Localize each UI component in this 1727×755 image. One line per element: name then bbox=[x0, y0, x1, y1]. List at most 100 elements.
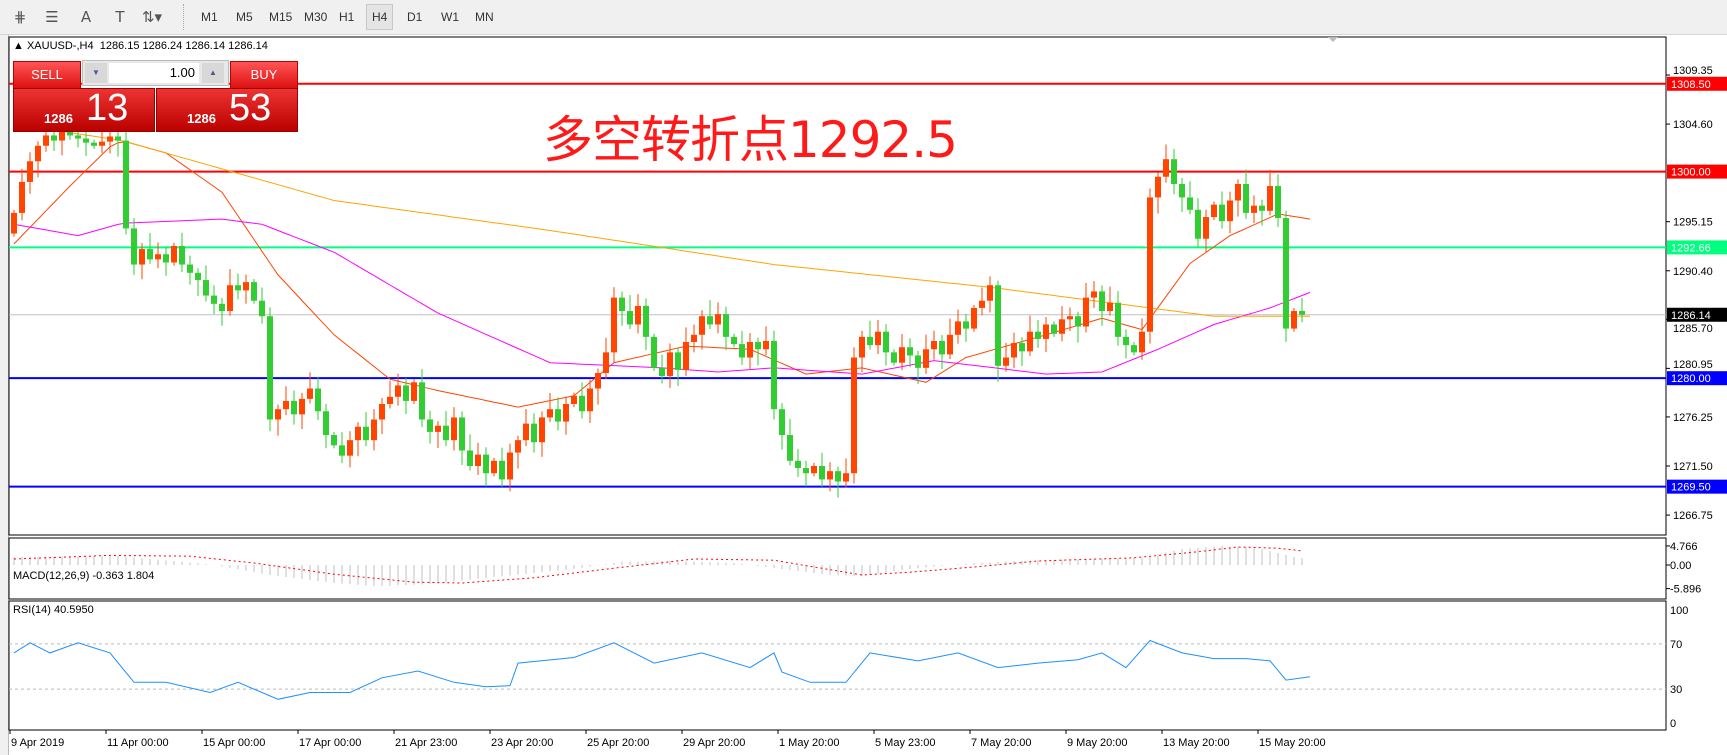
bear-candle bbox=[731, 336, 737, 345]
bear-candle bbox=[867, 336, 873, 346]
bull-candle bbox=[691, 334, 697, 343]
bull-candle bbox=[587, 388, 593, 412]
bear-candle bbox=[291, 400, 297, 415]
price-tick-label: 1295.15 bbox=[1673, 217, 1713, 229]
bull-candle bbox=[99, 141, 105, 146]
macd-signal-line bbox=[13, 546, 1303, 584]
bull-candle bbox=[859, 336, 865, 358]
text-label-icon[interactable]: A bbox=[80, 8, 92, 26]
lot-input[interactable]: 1.00 bbox=[109, 63, 199, 83]
bear-candle bbox=[1019, 343, 1025, 352]
timeframe-mn[interactable]: MN bbox=[475, 10, 494, 24]
time-tick-label: 5 May 23:00 bbox=[875, 737, 936, 749]
time-tick-label: 15 May 20:00 bbox=[1259, 737, 1326, 749]
bull-candle bbox=[11, 212, 17, 234]
bull-candle bbox=[1003, 357, 1009, 366]
timeframe-m30[interactable]: M30 bbox=[304, 10, 328, 24]
bull-candle bbox=[547, 409, 553, 418]
bull-candle bbox=[227, 285, 233, 312]
timeframe-m5[interactable]: M5 bbox=[236, 10, 253, 24]
time-tick-label: 15 Apr 00:00 bbox=[203, 737, 265, 749]
chart-shift-marker bbox=[1328, 37, 1338, 42]
bear-candle bbox=[883, 331, 889, 353]
bear-candle bbox=[467, 450, 473, 466]
bull-candle bbox=[347, 440, 353, 456]
bull-candle bbox=[1091, 291, 1097, 298]
rsi-tick-label: 70 bbox=[1670, 639, 1682, 651]
bear-candle bbox=[419, 382, 425, 420]
bull-candle bbox=[395, 385, 401, 397]
bull-candle bbox=[843, 473, 849, 482]
time-tick-label: 1 May 20:00 bbox=[779, 737, 840, 749]
macd-label: MACD(12,26,9) -0.363 1.804 bbox=[13, 570, 155, 582]
bear-candle bbox=[723, 314, 729, 337]
bear-candle bbox=[771, 340, 777, 410]
fibonacci-retracement-icon[interactable]: ☰ bbox=[45, 8, 59, 26]
lot-stepper[interactable]: ▼ 1.00 ▲ bbox=[82, 60, 229, 86]
resistance-price-label: 1308.50 bbox=[1671, 79, 1711, 91]
timeframe-m15[interactable]: M15 bbox=[269, 10, 293, 24]
buy-price-box[interactable]: 1286 53 bbox=[156, 87, 298, 132]
bear-candle bbox=[787, 435, 793, 461]
timeframe-h4[interactable]: H4 bbox=[366, 4, 394, 30]
arrows-dropdown-icon[interactable]: ⇅▾ bbox=[141, 8, 163, 26]
bear-candle bbox=[187, 264, 193, 273]
bear-candle bbox=[643, 305, 649, 337]
bull-candle bbox=[411, 382, 417, 401]
bull-candle bbox=[1235, 183, 1241, 201]
sell-price-box[interactable]: 1286 13 bbox=[13, 87, 155, 132]
bull-candle bbox=[1251, 205, 1257, 213]
bull-candle bbox=[611, 297, 617, 353]
bear-candle bbox=[403, 385, 409, 401]
text-box-icon[interactable]: T bbox=[115, 8, 125, 26]
bull-candle bbox=[715, 314, 721, 325]
bear-candle bbox=[1195, 209, 1201, 239]
bear-candle bbox=[907, 347, 913, 356]
bear-candle bbox=[779, 409, 785, 436]
bear-candle bbox=[1219, 204, 1225, 222]
bear-candle bbox=[579, 395, 585, 412]
rsi-tick-label: 0 bbox=[1670, 718, 1676, 730]
bull-candle bbox=[1067, 316, 1073, 320]
buy-button[interactable]: BUY bbox=[230, 61, 298, 89]
timeframe-m1[interactable]: M1 bbox=[201, 10, 218, 24]
timeframe-w1[interactable]: W1 bbox=[441, 10, 459, 24]
rsi-label: RSI(14) 40.5950 bbox=[13, 604, 94, 616]
bull-candle bbox=[899, 347, 905, 363]
lot-increase-button[interactable]: ▲ bbox=[202, 63, 224, 83]
bear-candle bbox=[675, 352, 681, 370]
rsi-tick-label: 30 bbox=[1670, 684, 1682, 696]
bull-candle bbox=[1027, 331, 1033, 352]
bull-candle bbox=[811, 465, 817, 474]
bull-candle bbox=[387, 396, 393, 405]
bull-candle bbox=[1163, 159, 1169, 177]
time-tick-label: 17 Apr 00:00 bbox=[299, 737, 361, 749]
rsi-line bbox=[13, 639, 1311, 700]
bear-candle bbox=[1051, 324, 1057, 334]
bear-candle bbox=[195, 272, 201, 281]
macd-tick-label: 4.766 bbox=[1670, 541, 1698, 553]
timeframe-d1[interactable]: D1 bbox=[407, 10, 423, 24]
bear-candle bbox=[363, 426, 369, 441]
sell-button[interactable]: SELL bbox=[13, 61, 81, 89]
bear-candle bbox=[531, 423, 537, 443]
chart-header: ▲ XAUUSD-,H4 1286.15 1286.24 1286.14 128… bbox=[13, 40, 268, 52]
bull-candle bbox=[667, 352, 673, 377]
bull-candle bbox=[1139, 331, 1145, 353]
bull-candle bbox=[1147, 197, 1153, 332]
bear-candle bbox=[1299, 311, 1305, 315]
sell-price-pips: 13 bbox=[86, 87, 129, 129]
bear-candle bbox=[939, 340, 945, 355]
bull-candle bbox=[139, 249, 145, 265]
sell-label: SELL bbox=[31, 67, 63, 82]
macd-tick-label: -5.896 bbox=[1670, 584, 1701, 596]
bear-candle bbox=[1243, 183, 1249, 213]
bear-candle bbox=[483, 454, 489, 474]
resistance-price-label: 1300.00 bbox=[1671, 167, 1711, 179]
fibonacci-fan-icon[interactable]: ⋕ bbox=[13, 8, 27, 26]
bull-candle bbox=[603, 352, 609, 374]
bull-candle bbox=[571, 395, 577, 405]
lot-decrease-button[interactable]: ▼ bbox=[85, 63, 107, 83]
timeframe-h1[interactable]: H1 bbox=[339, 10, 355, 24]
bear-candle bbox=[963, 321, 969, 329]
